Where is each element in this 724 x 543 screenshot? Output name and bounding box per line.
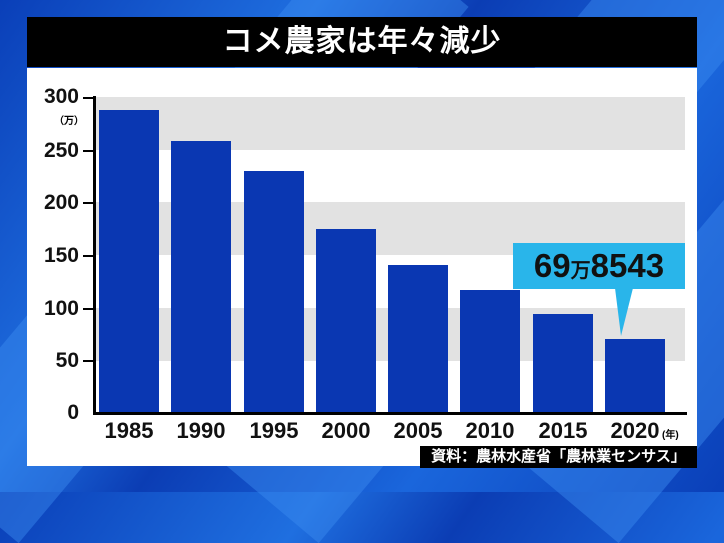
bar-2010	[460, 290, 520, 412]
y-tick	[83, 97, 95, 99]
y-label: 50	[55, 349, 79, 372]
bar-1990	[171, 141, 231, 412]
y-tick	[83, 360, 95, 362]
y-label: 250	[43, 139, 79, 162]
x-label: 2000	[321, 418, 371, 443]
y-unit: （万）	[54, 116, 84, 127]
y-label: 0	[67, 401, 79, 424]
callout-rest: 8543	[590, 247, 665, 284]
bar-2015	[533, 314, 593, 412]
y-tick	[83, 308, 95, 310]
y-label: 100	[43, 297, 79, 320]
x-label: 1985	[104, 418, 154, 443]
grid-band	[95, 97, 685, 150]
x-label: 1995	[249, 418, 299, 443]
x-label: 2015	[538, 418, 588, 443]
y-tick	[83, 255, 95, 257]
bar-1995	[244, 171, 304, 412]
y-label: 150	[43, 244, 79, 267]
x-label: 2020	[610, 418, 660, 443]
bar-2020	[605, 339, 665, 412]
value-callout: 69万8543	[513, 243, 685, 289]
source-caption: 資料：農林水産省「農林業センサス」	[420, 446, 697, 468]
y-label: 200	[43, 191, 79, 214]
bar-2000	[316, 229, 376, 412]
x-unit: (年)	[662, 430, 679, 441]
y-tick	[83, 150, 95, 152]
callout-main: 69	[533, 247, 571, 284]
x-label: 2010	[465, 418, 515, 443]
bar-2005	[388, 265, 448, 412]
x-label: 1990	[176, 418, 226, 443]
bar-1985	[99, 110, 159, 412]
x-axis	[93, 412, 687, 415]
y-label: 300	[43, 85, 79, 108]
x-label: 2005	[393, 418, 443, 443]
y-tick	[83, 202, 95, 204]
chart-title: コメ農家は年々減少	[27, 17, 697, 67]
callout-pointer	[615, 288, 633, 336]
callout-unit: 万	[570, 260, 591, 282]
